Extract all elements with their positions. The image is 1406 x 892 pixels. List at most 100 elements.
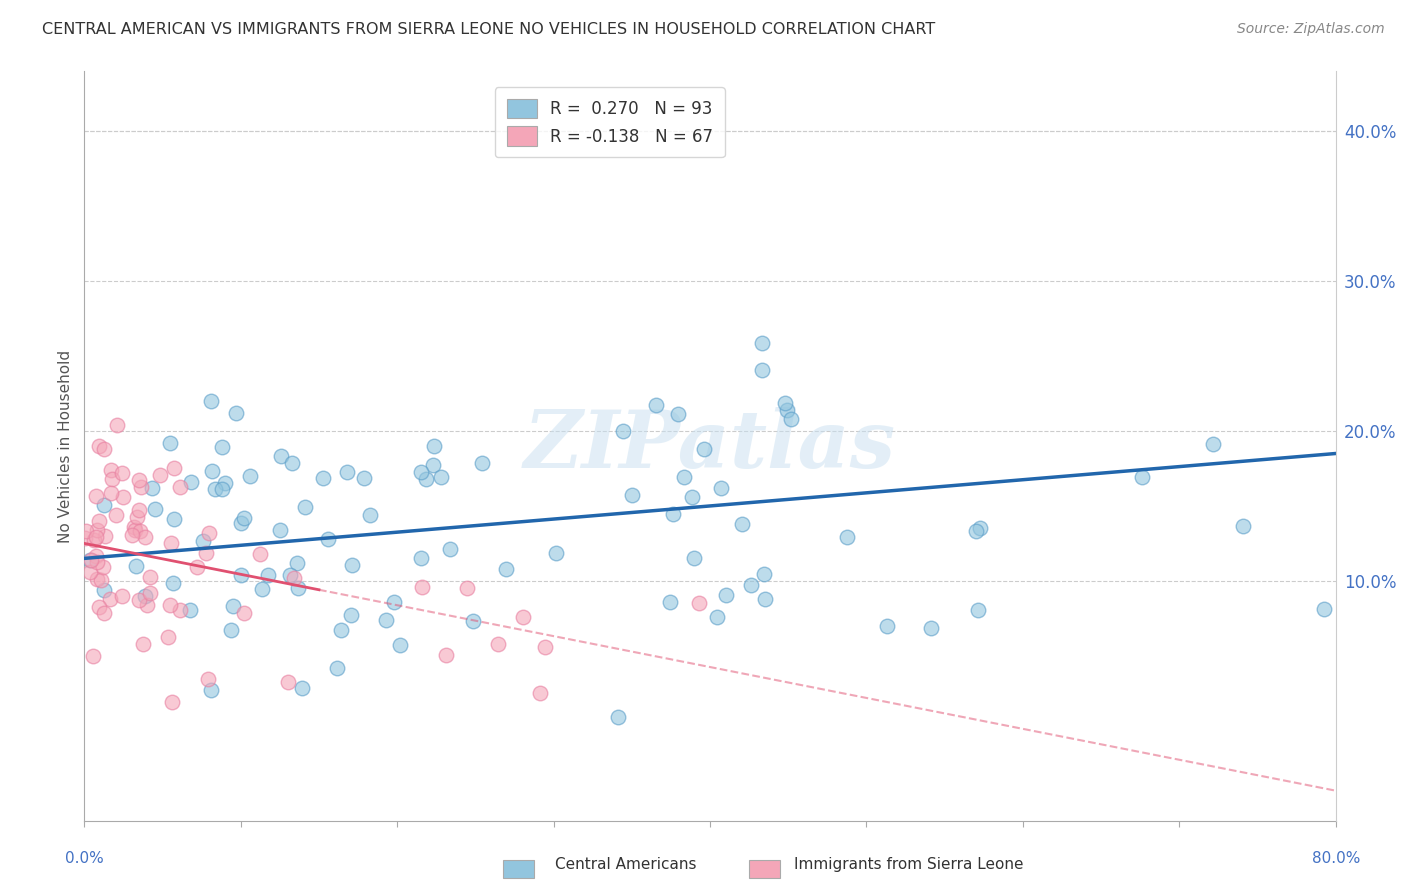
Point bbox=[415, 472, 437, 486]
Point bbox=[198, 526, 221, 541]
Point bbox=[124, 523, 146, 537]
Point bbox=[100, 463, 122, 477]
Point bbox=[256, 568, 278, 582]
Point bbox=[195, 546, 218, 560]
Point bbox=[221, 599, 243, 613]
Point bbox=[658, 595, 681, 609]
Point bbox=[225, 406, 247, 420]
Point bbox=[110, 466, 132, 480]
Point bbox=[529, 685, 551, 699]
Point bbox=[204, 483, 226, 497]
Point bbox=[122, 519, 145, 533]
Y-axis label: No Vehicles in Household: No Vehicles in Household bbox=[58, 350, 73, 542]
Point bbox=[607, 709, 630, 723]
Point bbox=[471, 456, 494, 470]
Point bbox=[920, 621, 942, 635]
Point bbox=[163, 512, 186, 526]
Point bbox=[683, 551, 706, 566]
Point bbox=[90, 573, 112, 587]
Point bbox=[93, 498, 115, 512]
Point bbox=[111, 490, 134, 504]
Point bbox=[456, 581, 478, 595]
Point bbox=[149, 467, 172, 482]
Point bbox=[163, 461, 186, 475]
Point bbox=[278, 568, 301, 582]
Point bbox=[75, 524, 97, 539]
Point bbox=[128, 592, 150, 607]
Point bbox=[136, 598, 159, 612]
Point bbox=[336, 465, 359, 479]
Point bbox=[84, 489, 107, 503]
Point bbox=[621, 488, 644, 502]
Point bbox=[754, 591, 776, 606]
Point bbox=[776, 402, 799, 417]
Point bbox=[423, 439, 446, 453]
Point bbox=[105, 417, 128, 432]
Point bbox=[329, 623, 352, 637]
Point bbox=[434, 648, 457, 662]
Text: Source: ZipAtlas.com: Source: ZipAtlas.com bbox=[1237, 22, 1385, 37]
Point bbox=[751, 362, 773, 376]
Point bbox=[693, 442, 716, 456]
Point bbox=[269, 523, 291, 537]
Point bbox=[277, 675, 299, 690]
Point bbox=[969, 521, 991, 535]
Text: 80.0%: 80.0% bbox=[1312, 851, 1360, 866]
Point bbox=[740, 577, 762, 591]
Point bbox=[159, 598, 181, 612]
Point bbox=[134, 589, 156, 603]
Point bbox=[1313, 601, 1336, 615]
Point bbox=[681, 490, 703, 504]
Point bbox=[159, 435, 181, 450]
Point bbox=[73, 531, 96, 545]
Point bbox=[409, 465, 432, 479]
Point bbox=[1232, 518, 1254, 533]
Point bbox=[131, 480, 153, 494]
Point bbox=[86, 523, 108, 537]
Point bbox=[197, 672, 219, 686]
Point bbox=[688, 596, 710, 610]
Point bbox=[83, 533, 105, 548]
Point bbox=[138, 585, 160, 599]
Point bbox=[98, 591, 121, 606]
Point bbox=[100, 485, 122, 500]
Point bbox=[132, 637, 155, 651]
Point bbox=[281, 456, 304, 470]
Point bbox=[751, 336, 773, 351]
Point bbox=[754, 567, 776, 582]
Point bbox=[141, 481, 163, 495]
Text: Central Americans: Central Americans bbox=[555, 857, 697, 872]
Point bbox=[86, 572, 108, 586]
Point bbox=[169, 480, 191, 494]
Point bbox=[486, 637, 509, 651]
Point bbox=[80, 553, 103, 567]
Point bbox=[186, 560, 208, 574]
Point bbox=[612, 424, 634, 438]
Point bbox=[180, 475, 202, 489]
Text: Immigrants from Sierra Leone: Immigrants from Sierra Leone bbox=[794, 857, 1024, 872]
Point bbox=[101, 471, 124, 485]
Point bbox=[193, 533, 215, 548]
Point bbox=[93, 442, 115, 456]
Point bbox=[125, 558, 148, 573]
Point bbox=[82, 648, 104, 663]
Point bbox=[318, 532, 340, 546]
Point bbox=[159, 536, 181, 550]
Point bbox=[134, 530, 156, 544]
Legend: R =  0.270   N = 93, R = -0.138   N = 67: R = 0.270 N = 93, R = -0.138 N = 67 bbox=[495, 87, 724, 157]
Point bbox=[837, 530, 859, 544]
Point bbox=[160, 695, 183, 709]
Point bbox=[79, 565, 101, 579]
Point bbox=[1202, 437, 1225, 451]
Point bbox=[89, 439, 111, 453]
Point bbox=[86, 555, 108, 569]
Point bbox=[430, 469, 453, 483]
Point bbox=[461, 614, 484, 628]
Point bbox=[143, 501, 166, 516]
Point bbox=[662, 507, 685, 521]
Point bbox=[87, 514, 110, 528]
Point bbox=[495, 562, 517, 576]
Point bbox=[731, 517, 754, 532]
Point bbox=[285, 557, 308, 571]
Point bbox=[388, 638, 411, 652]
